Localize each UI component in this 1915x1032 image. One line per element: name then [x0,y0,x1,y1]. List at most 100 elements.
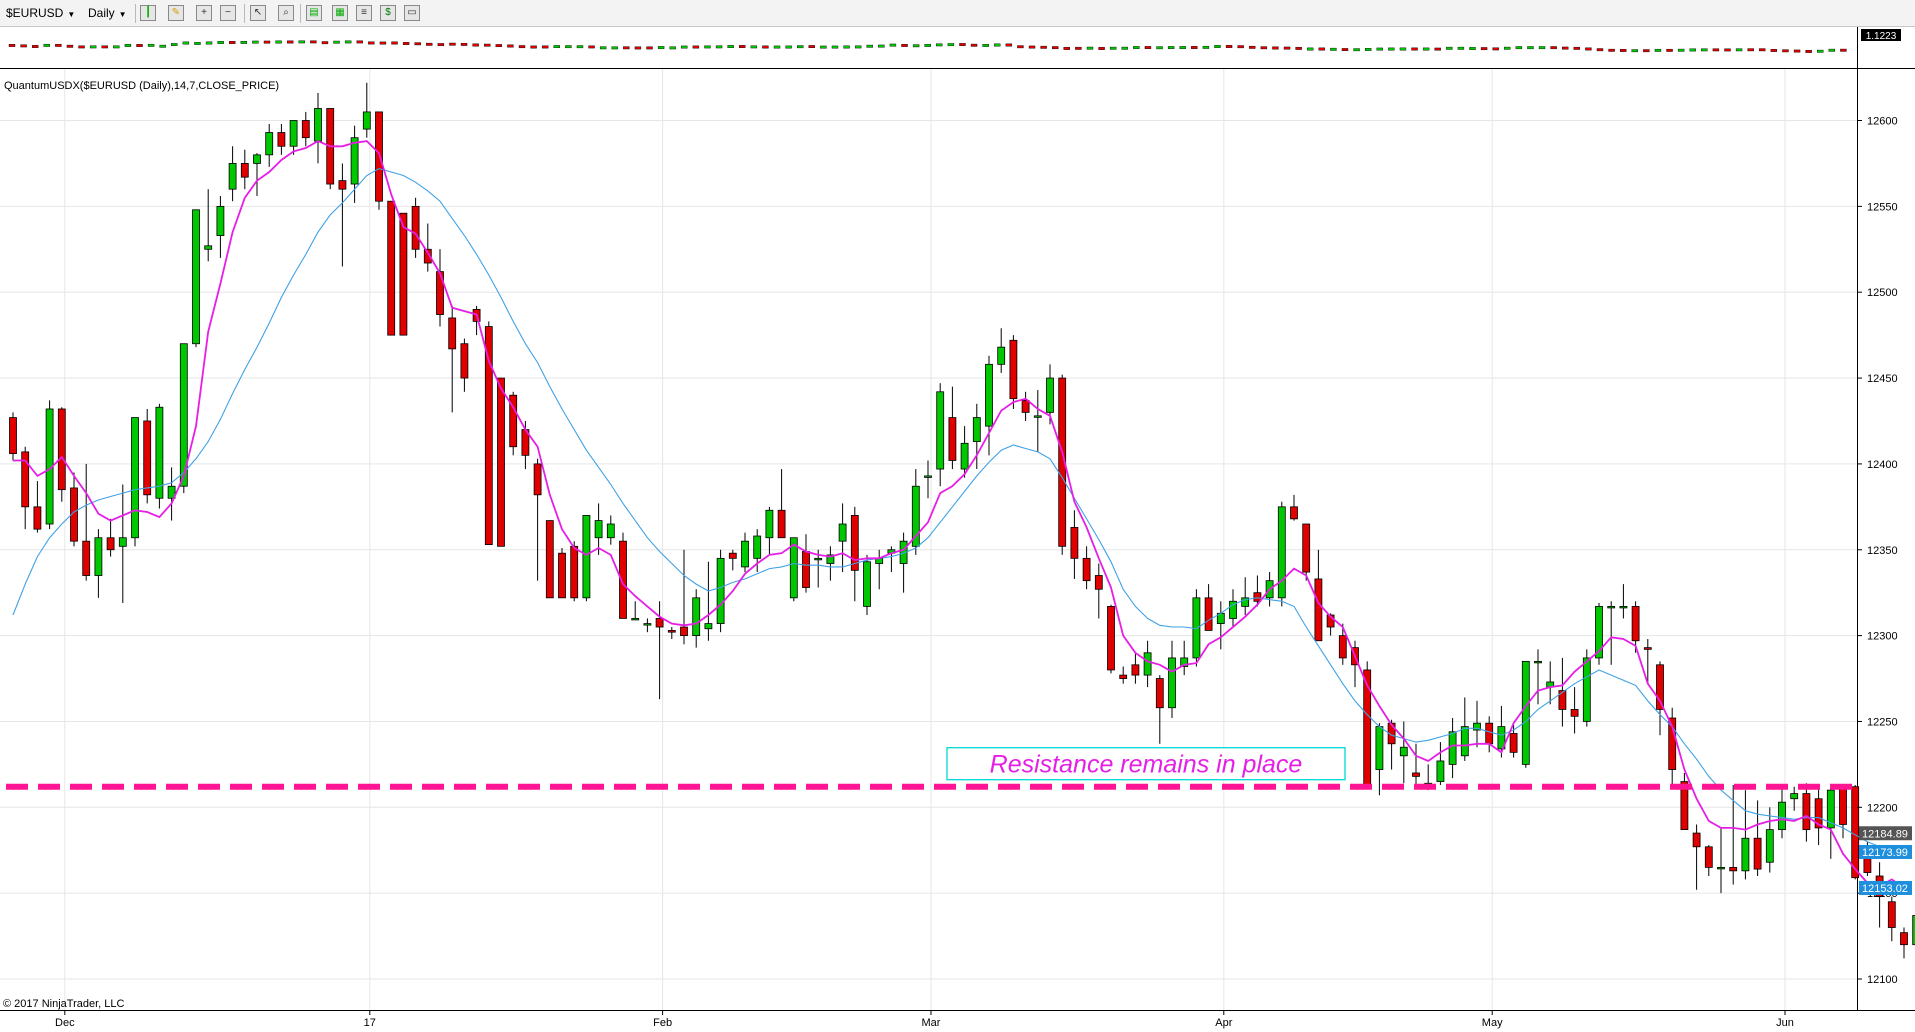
candle [1912,915,1915,946]
candle [850,515,859,571]
indicators-icon[interactable]: ▦ [332,5,348,21]
candle [1009,339,1018,400]
overview-bar [518,45,526,49]
overview-bar [1075,46,1082,50]
strategies-icon[interactable]: ≡ [356,5,372,21]
overview-bar [1504,46,1511,50]
candle [1046,377,1054,413]
overview-bar [1249,45,1256,49]
zoom-out-icon[interactable]: − [220,5,236,21]
candle [94,537,103,576]
overview-bar [460,43,468,46]
candle [1412,772,1420,777]
overview-bar [854,45,862,49]
candle [1717,867,1725,870]
candle [765,509,774,539]
overview-bar [136,44,143,47]
candle [728,552,737,559]
candle [1033,415,1042,418]
candle [655,618,664,628]
slow-line [12,168,1904,853]
bar-type-icon[interactable]: ▤ [306,5,322,21]
overview-bar [576,45,584,49]
overview-bar [889,43,897,47]
period-selector[interactable]: Daily ▼ [88,5,127,22]
candle [411,205,420,250]
zoom-in-icon[interactable]: + [196,5,212,21]
candle [1180,657,1189,667]
candle [240,163,249,178]
overview-bar [541,45,549,49]
overview-bar [1469,47,1476,50]
overview-bar [1272,46,1279,50]
candle [1595,606,1603,659]
overview-bar [472,43,479,47]
candle [1131,664,1140,676]
draw-pencil-icon[interactable]: ✎ [168,5,184,21]
overview-bar [1666,48,1673,52]
candle [1509,733,1518,753]
overview-bar [391,41,398,45]
candle [606,523,615,539]
candle [118,537,127,547]
candle [192,209,200,345]
candle [1143,652,1152,676]
properties-icon[interactable]: ▭ [404,5,420,21]
candle [375,111,383,202]
overview-bar [1562,46,1569,50]
overview-bar [739,45,746,48]
overview-bar [1214,45,1221,48]
overview-bar [715,45,723,49]
overview-bar [20,44,27,48]
chevron-down-icon: ▼ [67,10,76,19]
candle [680,626,688,637]
overview-bar [1353,48,1360,52]
overview-bar [808,45,815,48]
overview-bar [1005,43,1013,47]
candle [1363,669,1372,786]
candle [1570,709,1579,717]
overview-bar [1689,48,1696,52]
x-tick-label: May [1482,1017,1503,1029]
overview-bar [1585,47,1592,51]
price-labels: 12184.89 12173.99 12153.02 [1859,826,1912,895]
overview-bar [159,44,166,48]
candle [1839,786,1847,825]
candle [1631,606,1640,642]
fast-line-price-label: 12153.02 [1862,883,1908,895]
overview-bar [1202,45,1210,49]
overview-bar [495,44,503,47]
candle [1826,789,1835,829]
overview-bar [959,43,966,46]
overview-bar [1237,45,1244,49]
toolbar-divider [244,4,245,23]
overview-bar [1098,47,1105,50]
candle [106,537,115,551]
candle [1155,678,1164,709]
candle [594,520,603,539]
candlestick-style-icon[interactable]: ┃ [140,5,156,21]
overview-bar [1538,46,1546,50]
overview-bar [773,45,781,49]
candle [1253,592,1262,602]
instrument-selector[interactable]: $EURUSD ▼ [6,5,75,22]
data-box-icon[interactable]: $ [380,5,396,21]
overview-bar [1619,49,1627,52]
candle [667,630,676,633]
overview-bar [727,45,734,48]
candle [1168,657,1176,709]
overview-bar [1596,48,1604,52]
candle [1704,846,1713,868]
candle [802,551,810,588]
price-chart[interactable]: 1.1223 Resistance remains in place Quant… [0,27,1915,1032]
candle [863,561,871,607]
candle [216,205,225,236]
pointer-icon[interactable]: ↖ [250,5,266,21]
search-chart-icon[interactable]: ⌕ [278,5,294,21]
candle [1058,377,1067,547]
overview-bar [530,45,537,49]
candle [1448,731,1457,765]
overview-bar [1701,48,1708,52]
overview-bar [970,43,978,47]
candle [509,394,518,448]
